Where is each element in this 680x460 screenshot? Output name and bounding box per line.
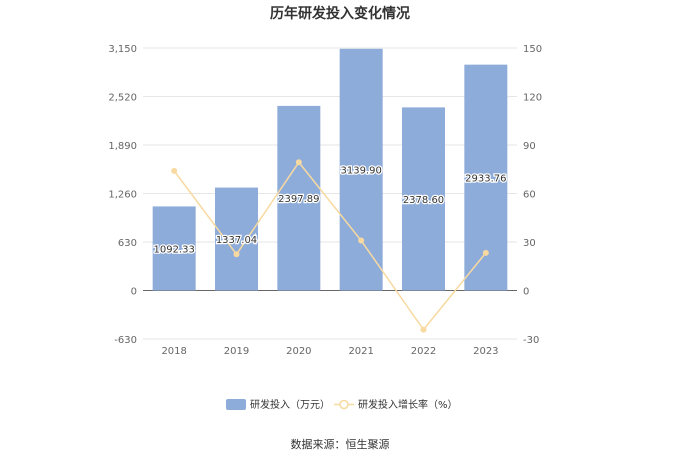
bar-value-label: 2933.76 (465, 174, 506, 185)
line-point (482, 249, 489, 256)
y-right-tick-label: -30 (523, 335, 539, 346)
bar-series (152, 48, 508, 291)
legend-bar-label: 研发投入（万元） (250, 398, 330, 411)
legend-line-label: 研发投入增长率（%） (358, 398, 458, 411)
y-left-tick-label: 1,260 (108, 190, 137, 201)
line-point (420, 326, 427, 333)
legend-line-marker (339, 399, 349, 410)
legend[interactable]: 研发投入（万元） 研发投入增长率（%） (226, 398, 458, 411)
bar (152, 206, 196, 291)
line-series (171, 159, 489, 333)
y-right-tick-label: 120 (523, 93, 542, 104)
y-left-tick-label: 630 (118, 238, 137, 249)
bar (277, 105, 321, 291)
right-axis: -30 0 30 60 90 120 150 (523, 44, 542, 346)
y-left-tick-label: -630 (114, 335, 137, 346)
x-tick-label: 2019 (224, 346, 249, 357)
y-left-tick-label: 2,520 (108, 93, 137, 104)
x-tick-label: 2023 (473, 346, 498, 357)
left-axis: -630 0 630 1,260 1,890 2,520 3,150 (108, 44, 137, 346)
y-right-tick-label: 60 (523, 190, 536, 201)
bar-value-label: 1337.04 (216, 235, 257, 246)
x-tick-label: 2020 (286, 346, 311, 357)
y-right-tick-label: 0 (523, 287, 529, 298)
bar-value-label: 1092.33 (153, 244, 194, 255)
y-right-tick-label: 30 (523, 238, 536, 249)
data-source: 数据来源：恒生聚源 (290, 438, 390, 451)
line-point (233, 251, 240, 258)
x-tick-label: 2021 (348, 346, 373, 357)
y-left-tick-label: 0 (131, 287, 137, 298)
bar (339, 48, 383, 291)
bar (215, 187, 258, 291)
bar-value-labels: 1092.33 1337.04 2397.89 3139.90 2378.60 2933.… (152, 164, 508, 256)
y-left-tick-label: 1,890 (108, 141, 137, 152)
growth-line (173, 161, 487, 331)
bar (402, 107, 445, 291)
line-point (358, 237, 365, 244)
x-tick-label: 2018 (161, 346, 186, 357)
gridlines (143, 47, 517, 340)
y-right-tick-label: 150 (523, 44, 542, 55)
bar-value-label: 3139.90 (340, 166, 381, 177)
bar-value-label: 2397.89 (278, 194, 319, 205)
line-point (171, 167, 178, 174)
x-tick-label: 2022 (411, 346, 436, 357)
line-point (295, 159, 302, 166)
bar-value-label: 2378.60 (403, 195, 444, 206)
y-right-tick-label: 90 (523, 141, 536, 152)
x-axis-labels: 2018 2019 2020 2021 2022 2023 (161, 346, 498, 357)
chart-title: 历年研发投入变化情况 (270, 6, 410, 22)
legend-bar-swatch (226, 399, 246, 410)
y-left-tick-label: 3,150 (108, 44, 137, 55)
